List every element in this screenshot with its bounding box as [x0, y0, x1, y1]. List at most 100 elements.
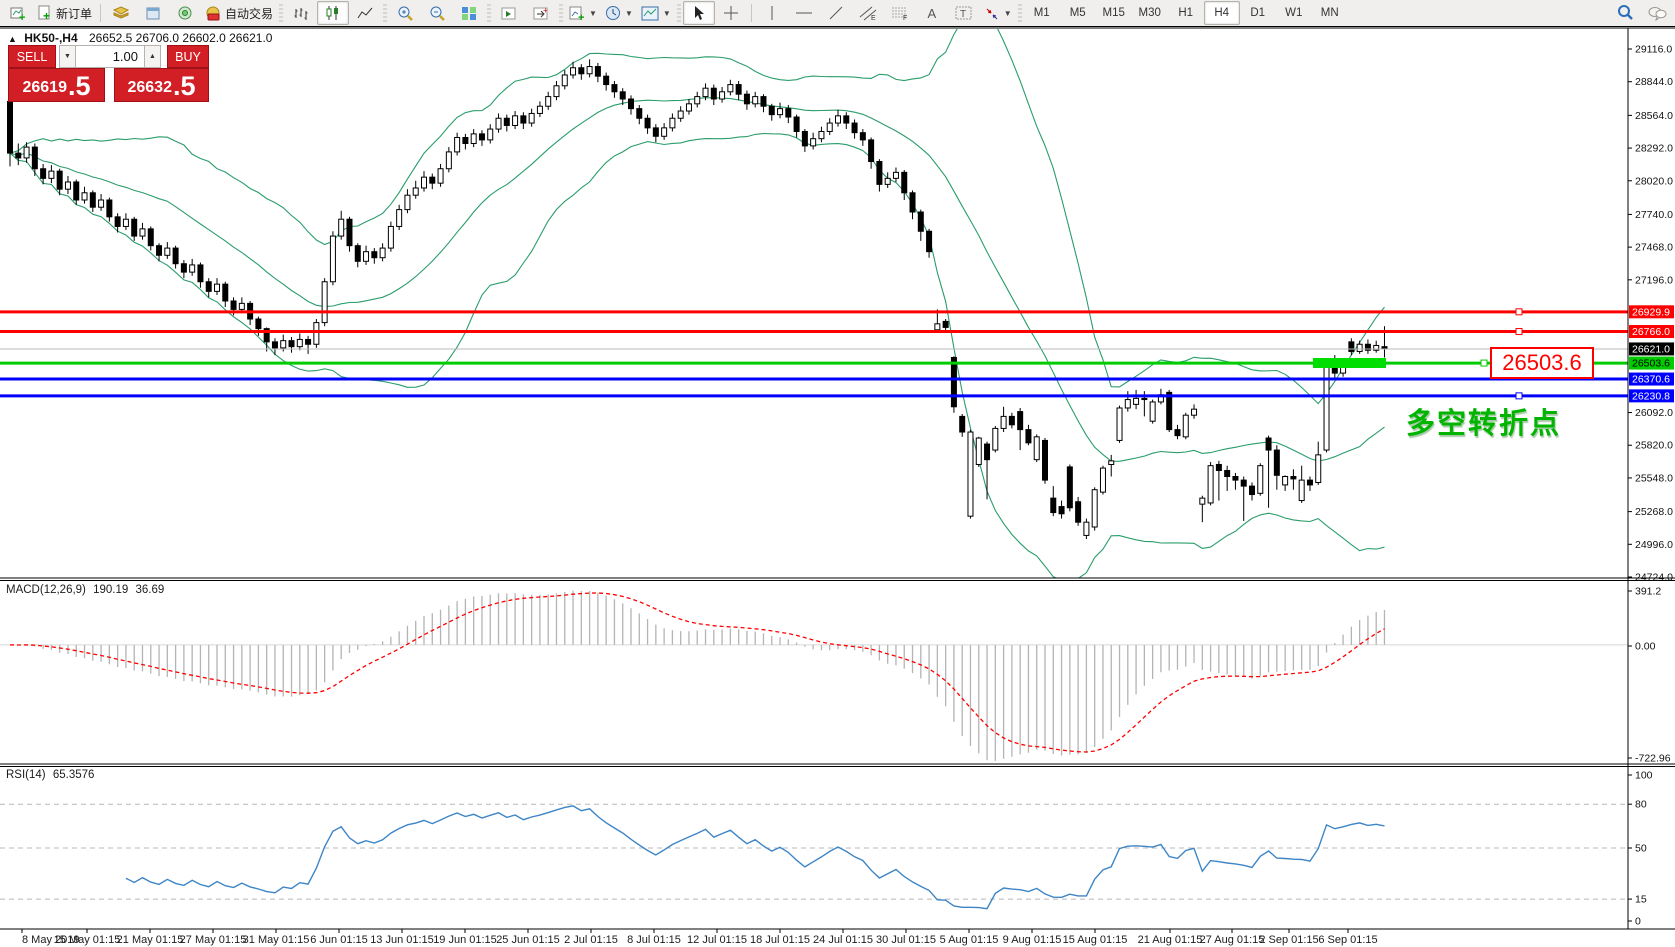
svg-text:15 Aug 01:15: 15 Aug 01:15 — [1063, 934, 1128, 946]
svg-text:28564.0: 28564.0 — [1635, 110, 1673, 122]
svg-text:T: T — [960, 9, 966, 20]
text-label-icon[interactable]: T — [948, 1, 980, 25]
svg-text:26503.6: 26503.6 — [1632, 358, 1670, 370]
svg-text:25268.0: 25268.0 — [1635, 506, 1673, 518]
tile-windows-icon[interactable] — [453, 1, 485, 25]
templates-dropdown[interactable]: ▼ — [637, 1, 675, 25]
buy-price-button[interactable]: 26632 .5 — [114, 68, 209, 102]
tf-button-M15[interactable]: M15 — [1102, 7, 1125, 19]
indicators-dropdown[interactable]: + ▼ — [565, 1, 601, 25]
svg-text:27740.0: 27740.0 — [1635, 209, 1673, 221]
tf-button-M30[interactable]: M30 — [1138, 7, 1161, 19]
tf-button-MN[interactable]: MN — [1320, 7, 1339, 19]
svg-text:391.2: 391.2 — [1635, 586, 1661, 598]
support-price-label[interactable]: 26503.6 — [1490, 347, 1594, 379]
buy-button[interactable]: BUY — [167, 45, 209, 68]
svg-text:28020.0: 28020.0 — [1635, 175, 1673, 187]
rsi-title: RSI(14) — [6, 769, 46, 781]
svg-text:27196.0: 27196.0 — [1635, 274, 1673, 286]
cursor-icon[interactable] — [682, 1, 715, 25]
svg-text:24996.0: 24996.0 — [1635, 539, 1673, 551]
svg-text:27468.0: 27468.0 — [1635, 242, 1673, 254]
bar-chart-icon[interactable] — [285, 1, 317, 25]
svg-text:5 Aug 01:15: 5 Aug 01:15 — [940, 934, 999, 946]
volume-decrease-button[interactable]: ▼ — [59, 45, 76, 68]
sell-price-dec: .5 — [67, 71, 91, 101]
svg-text:26230.8: 26230.8 — [1632, 390, 1670, 402]
svg-text:15: 15 — [1635, 894, 1647, 906]
svg-text:80: 80 — [1635, 799, 1647, 811]
symbol-name: HK50-,H4 — [24, 31, 78, 45]
crosshair-icon[interactable] — [715, 1, 747, 25]
svg-text:18 Jul 01:15: 18 Jul 01:15 — [750, 934, 810, 946]
svg-text:6 Sep 01:15: 6 Sep 01:15 — [1318, 934, 1377, 946]
svg-text:15 May 01:15: 15 May 01:15 — [54, 934, 121, 946]
autotrading-label: 自动交易 — [225, 6, 274, 21]
trend-line-icon[interactable] — [820, 1, 852, 25]
sell-price-button[interactable]: 26619 .5 — [8, 68, 105, 102]
svg-text:8 Jul 01:15: 8 Jul 01:15 — [627, 934, 681, 946]
chart-shift-icon[interactable]: + — [525, 1, 557, 25]
equidistant-channel-icon[interactable]: E — [852, 1, 884, 25]
symbol-title: ▲ HK50-,H4 26652.5 26706.0 26602.0 26621… — [8, 31, 272, 45]
tf-button-W1[interactable]: W1 — [1285, 7, 1303, 19]
svg-text:+: + — [543, 6, 548, 15]
rsi-header: RSI(14) 65.3576 — [6, 769, 98, 781]
sell-price-int: 26619 — [22, 79, 67, 96]
svg-text:24 Jul 01:15: 24 Jul 01:15 — [813, 934, 873, 946]
tf-button-D1[interactable]: D1 — [1250, 7, 1266, 19]
svg-text:19 Jun 01:15: 19 Jun 01:15 — [433, 934, 497, 946]
arrows-dropdown[interactable]: ▼ — [980, 1, 1016, 25]
vertical-line-icon[interactable] — [756, 1, 788, 25]
zoom-out-icon[interactable] — [421, 1, 453, 25]
zoom-in-icon[interactable] — [389, 1, 421, 25]
svg-text:28844.0: 28844.0 — [1635, 76, 1673, 88]
svg-text:0.00: 0.00 — [1635, 641, 1656, 653]
volume-input[interactable]: 1.00 — [76, 45, 144, 68]
svg-text:21 Aug 01:15: 21 Aug 01:15 — [1138, 934, 1203, 946]
volume-increase-button[interactable]: ▲ — [144, 45, 161, 68]
svg-text:27 May 01:15: 27 May 01:15 — [180, 934, 247, 946]
svg-text:8 May 2019: 8 May 2019 — [22, 934, 79, 946]
svg-text:100: 100 — [1635, 770, 1653, 782]
turning-point-note[interactable]: 多空转折点 — [1406, 408, 1562, 440]
svg-text:+: + — [19, 12, 25, 21]
search-icon[interactable] — [1609, 1, 1641, 25]
svg-text:26929.9: 26929.9 — [1632, 306, 1670, 318]
svg-text:26766.0: 26766.0 — [1632, 326, 1670, 338]
horizontal-line-icon[interactable] — [788, 1, 820, 25]
tf-button-H4[interactable]: H4 — [1203, 1, 1240, 25]
svg-text:25548.0: 25548.0 — [1635, 472, 1673, 484]
svg-text:6 Jun 01:15: 6 Jun 01:15 — [310, 934, 368, 946]
svg-text:25 Jun 01:15: 25 Jun 01:15 — [496, 934, 560, 946]
svg-text:2 Jul 01:15: 2 Jul 01:15 — [564, 934, 618, 946]
tf-button-H1[interactable]: H1 — [1178, 7, 1194, 19]
text-icon[interactable]: A — [927, 5, 937, 21]
candlestick-chart-icon[interactable] — [317, 1, 350, 25]
new-order-label: 新订单 — [56, 6, 93, 21]
periods-dropdown[interactable]: ▼ — [601, 1, 637, 25]
svg-text:26370.6: 26370.6 — [1632, 374, 1670, 386]
profiles-icon[interactable] — [105, 1, 137, 25]
symbol-ohlc: 26652.5 26706.0 26602.0 26621.0 — [88, 31, 273, 45]
tf-button-M5[interactable]: M5 — [1069, 7, 1086, 19]
svg-text:F: F — [903, 15, 907, 21]
macd-header: MACD(12,26,9) 190.19 36.69 — [6, 584, 168, 596]
svg-text:+: + — [43, 9, 50, 21]
svg-text:E: E — [871, 15, 876, 21]
one-click-trading-panel: SELL ▼ 1.00 ▲ BUY 26619 .5 26632 .5 — [8, 45, 209, 102]
svg-text:21 May 01:15: 21 May 01:15 — [117, 934, 184, 946]
new-chart-icon[interactable]: + — [2, 1, 34, 25]
tf-button-M1[interactable]: M1 — [1033, 7, 1050, 19]
sell-button[interactable]: SELL — [8, 45, 56, 68]
autotrading-button[interactable]: 自动交易 — [201, 1, 277, 25]
market-replay-icon[interactable] — [169, 1, 201, 25]
new-order-button[interactable]: + 新订单 — [34, 1, 96, 25]
open-window-icon[interactable] — [137, 1, 169, 25]
collapse-panel-icon[interactable]: ▲ — [8, 34, 17, 44]
fibonacci-icon[interactable]: F — [884, 1, 916, 25]
chat-icon[interactable] — [1641, 1, 1673, 25]
line-chart-icon[interactable] — [349, 1, 381, 25]
auto-scroll-icon[interactable] — [493, 1, 525, 25]
